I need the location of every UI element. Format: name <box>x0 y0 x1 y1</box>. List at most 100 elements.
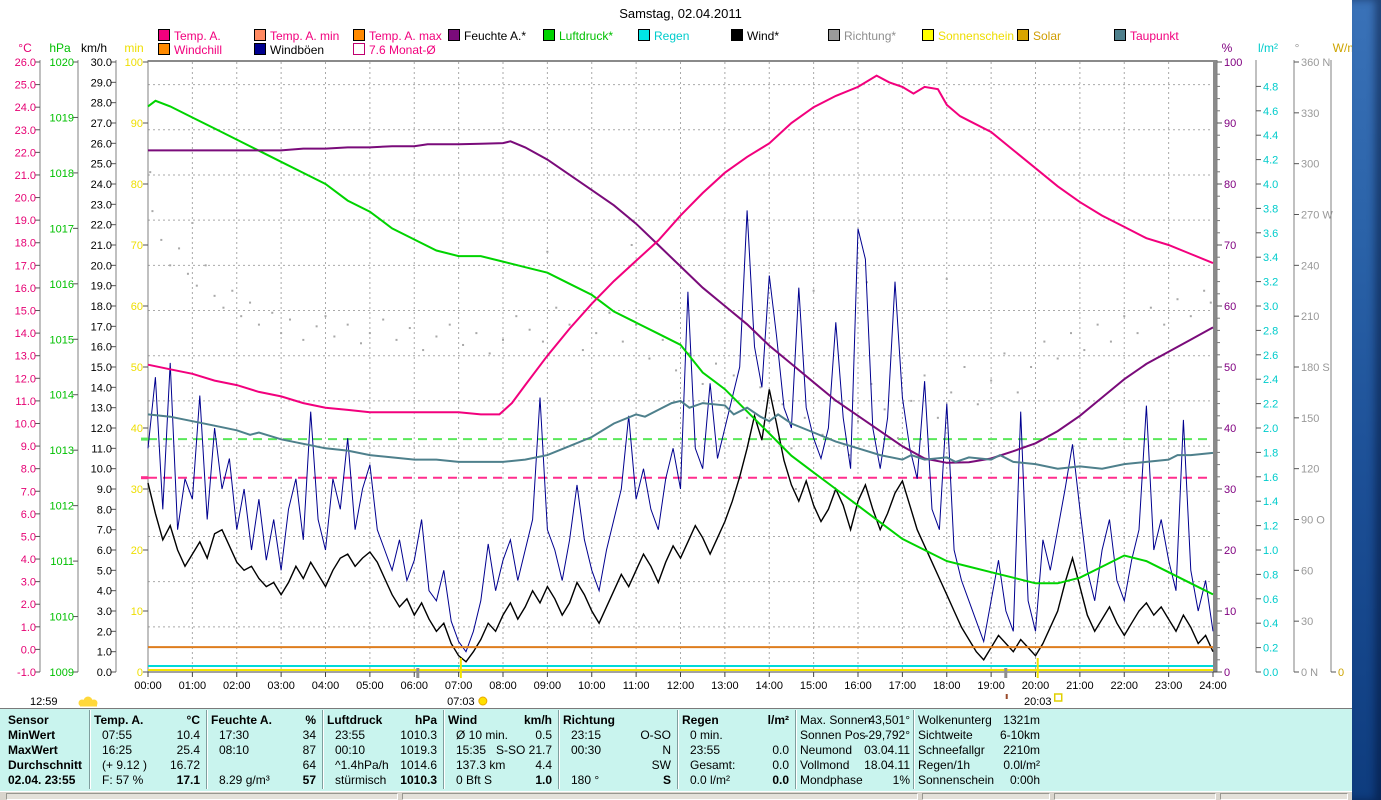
table-separator-highlight <box>90 710 91 789</box>
legend-item-feuchte-a-: Feuchte A.* <box>448 29 526 42</box>
table-cell-time: 17:30 <box>219 728 250 742</box>
axis-label-c: 6.0 <box>21 509 36 521</box>
table-cell-value: S <box>662 773 671 787</box>
axis-label-kmh: 21.0 <box>91 240 112 252</box>
axis-label-lm2: 2.2 <box>1263 399 1278 411</box>
series-taupunkt <box>147 399 1214 470</box>
table-col-title: Wind <box>448 713 478 727</box>
table-row-label: Sensor <box>8 713 49 727</box>
table-info-value: 1321m <box>1003 713 1040 727</box>
twilight-tick <box>1004 668 1008 678</box>
axis-label-lm2: 4.8 <box>1263 81 1278 93</box>
x-axis-label: 16:00 <box>844 680 872 692</box>
legend-label: Windchill <box>174 43 223 57</box>
table-col-title: Regen <box>682 713 719 727</box>
richtung-dot <box>475 332 478 335</box>
x-axis-label: 14:00 <box>755 680 783 692</box>
axis-label-kmh: 12.0 <box>91 423 112 435</box>
axis-label-deg: 90 O <box>1301 515 1325 527</box>
status-bar-panel <box>1054 793 1216 800</box>
axis-label-c: 19.0 <box>15 215 36 227</box>
axis-label-hpa: 1013 <box>50 445 74 457</box>
axis-label-minax: 40 <box>131 423 143 435</box>
axis-label-hpa: 1019 <box>50 112 74 124</box>
table-col-title: Feuchte A. <box>211 713 272 727</box>
axis-label-minax: 80 <box>131 179 143 191</box>
axis-label-deg: 210 <box>1301 311 1319 323</box>
axis-label-kmh: 15.0 <box>91 362 112 374</box>
series-temp <box>147 74 1214 416</box>
richtung-dot <box>821 433 824 436</box>
richtung-dot <box>781 403 784 406</box>
table-cell-value: 4.4 <box>535 758 552 772</box>
axis-label-pct: 50 <box>1224 362 1236 374</box>
legend-label: Richtung* <box>844 29 897 43</box>
axis-label-kmh: 14.0 <box>91 382 112 394</box>
axis-label-lm2: 1.6 <box>1263 472 1278 484</box>
richtung-dot <box>568 323 571 326</box>
axis-label-lm2: 0.0 <box>1263 667 1278 679</box>
richtung-dot <box>151 210 154 213</box>
legend-marker-icon <box>1017 29 1029 41</box>
richtung-dot <box>737 476 740 479</box>
legend-marker-icon <box>731 29 743 41</box>
richtung-dot <box>963 366 966 368</box>
axis-label-kmh: 10.0 <box>91 464 112 476</box>
table-info-value: 2210m <box>1003 743 1040 757</box>
x-axis-label: 05:00 <box>356 680 384 692</box>
axis-unit-kmh: km/h <box>80 41 108 55</box>
table-cell-value: O-SO <box>640 728 671 742</box>
axis-unit-lm: l/m² <box>1258 41 1278 55</box>
axis-label-hpa: 1009 <box>50 667 74 679</box>
richtung-dot <box>1030 366 1033 368</box>
richtung-dot <box>1176 298 1179 301</box>
x-axis-label: 20:00 <box>1022 680 1050 692</box>
axis-label-pct: 30 <box>1224 484 1236 496</box>
axis-label-lm2: 3.6 <box>1263 228 1278 240</box>
richtung-dot <box>422 349 425 352</box>
axis-label-pct: 70 <box>1224 240 1236 252</box>
axis-label-hpa: 1011 <box>50 556 74 568</box>
richtung-dot <box>746 416 749 419</box>
axis-label-hpa: 1010 <box>50 612 74 624</box>
axis-label-kmh: 2.0 <box>97 626 112 638</box>
richtung-dot <box>324 315 327 318</box>
table-cell-time: ^1.4hPa/h <box>335 758 389 772</box>
table-cell-value: 1.0 <box>535 773 552 787</box>
status-bar-panel <box>6 793 398 800</box>
table-col-unit: hPa <box>414 713 437 727</box>
axis-label-minax: 20 <box>131 545 143 557</box>
richtung-dot <box>936 416 939 419</box>
table-col-unit: km/h <box>523 713 552 727</box>
richtung-dot <box>289 318 291 321</box>
richtung-dot <box>160 238 163 241</box>
table-col-title: Richtung <box>563 713 615 727</box>
richtung-dot <box>1070 332 1072 335</box>
richtung-dot <box>701 382 704 385</box>
axis-label-lm2: 3.0 <box>1263 301 1278 313</box>
richtung-dot <box>648 357 651 360</box>
axis-label-c: -1.0 <box>17 667 36 679</box>
richtung-dot <box>883 408 886 411</box>
table-separator <box>558 710 559 789</box>
richtung-dot <box>1123 315 1126 318</box>
axis-label-kmh: 5.0 <box>97 565 112 577</box>
table-cell-time: 08:10 <box>219 743 250 757</box>
axis-label-kmh: 19.0 <box>91 281 112 293</box>
axis-label-lm2: 1.0 <box>1263 545 1278 557</box>
axis-label-minax: 100 <box>125 57 143 69</box>
richtung-dot <box>910 399 913 402</box>
page-title: Samstag, 02.04.2011 <box>619 6 742 21</box>
axis-label-c: 20.0 <box>15 193 36 205</box>
richtung-dot <box>502 338 504 341</box>
richtung-dot <box>923 374 926 377</box>
table-row-label: 02.04. 23:55 <box>8 773 76 787</box>
table-separator <box>913 710 914 789</box>
richtung-dot <box>1163 323 1166 326</box>
table-info-label: Sonnenschein <box>918 773 995 787</box>
richtung-dot <box>488 352 491 355</box>
richtung-dot <box>1056 357 1059 360</box>
axis-label-deg: 0 N <box>1301 667 1318 679</box>
table-separator-highlight <box>559 710 560 789</box>
x-axis-label: 10:00 <box>578 680 606 692</box>
